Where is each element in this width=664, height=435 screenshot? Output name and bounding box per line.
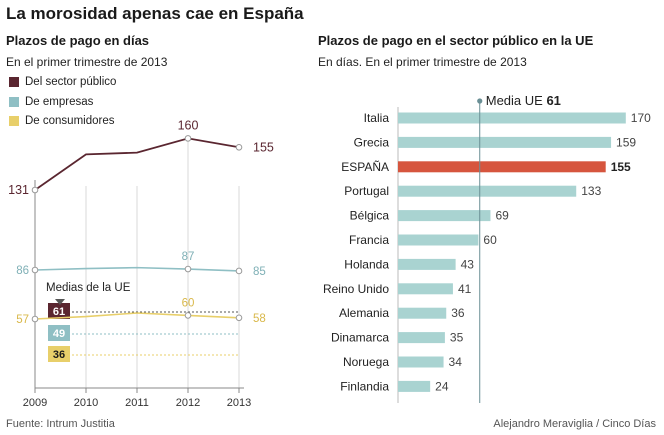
data-point <box>184 265 192 273</box>
legend-swatch-companies <box>9 97 19 107</box>
bar-value-label: 24 <box>435 379 449 393</box>
bar-category-label: Francia <box>349 233 389 247</box>
bar-value-label: 170 <box>631 111 651 125</box>
data-point <box>31 315 39 323</box>
data-label: 155 <box>253 140 274 154</box>
legend-swatch-consumers <box>9 116 19 126</box>
bar <box>398 185 577 197</box>
legend-item-companies: De empresas <box>9 96 93 108</box>
bar <box>398 136 612 148</box>
bar-category-label: Dinamarca <box>331 331 389 345</box>
bar-value-label: 69 <box>495 209 509 223</box>
bar <box>398 112 626 124</box>
bar <box>398 380 431 392</box>
x-tick-label: 2011 <box>125 397 149 409</box>
x-tick-label: 2013 <box>227 397 251 409</box>
legend-label-consumers: De consumidores <box>25 115 115 127</box>
data-label: 60 <box>182 297 195 309</box>
page-title: La morosidad apenas cae en España <box>6 4 304 23</box>
bar <box>398 356 444 368</box>
bar-value-label: 60 <box>483 233 497 247</box>
bar <box>398 161 606 173</box>
source-note: Fuente: Intrum Justitia <box>6 418 115 430</box>
bar <box>398 332 445 344</box>
bar <box>398 210 491 222</box>
bar <box>398 283 453 295</box>
credit-note: Alejandro Meraviglia / Cinco Días <box>493 418 656 430</box>
line-chart: 2009 2010 2011 2012 2013 61 49 36 Medias de la U… <box>8 118 274 409</box>
left-chart-title: Plazos de pago en días <box>6 33 150 48</box>
legend-item-public: Del sector público <box>9 76 116 88</box>
data-label: 160 <box>178 118 199 132</box>
bar-category-label: Bélgica <box>350 209 390 223</box>
bar-value-label: 155 <box>611 160 631 174</box>
bar-value-label: 34 <box>449 355 463 369</box>
bar-category-label: ESPAÑA <box>341 160 389 174</box>
legend-label-public: Del sector público <box>25 76 117 88</box>
bar-value-label: 41 <box>458 282 472 296</box>
series-line-2 <box>34 312 240 320</box>
bar-category-label: Reino Unido <box>323 282 389 296</box>
bar-value-label: 43 <box>461 257 475 271</box>
data-label: 86 <box>16 265 29 277</box>
bar <box>398 234 479 246</box>
eu-mean-box <box>48 325 70 341</box>
x-tick-label: 2009 <box>23 397 47 409</box>
bar-chart: Italia 170 Grecia 159 ESPAÑA 155 Portugal 133 Bé… <box>323 93 651 403</box>
bar <box>398 258 456 270</box>
bar-category-label: Holanda <box>344 257 389 271</box>
left-chart-subtitle: En el primer trimestre de 2013 <box>6 55 168 69</box>
bar-category-label: Italia <box>364 111 390 125</box>
data-label: 58 <box>253 313 266 325</box>
series-line-1 <box>34 266 240 272</box>
media-ue-label: Media UE 61 <box>486 93 561 108</box>
bar-value-label: 133 <box>581 184 601 198</box>
data-label: 131 <box>8 183 29 197</box>
bar-value-label: 36 <box>451 306 465 320</box>
data-point <box>184 312 192 319</box>
legend-item-consumers: De consumidores <box>9 115 114 127</box>
data-label: 57 <box>16 314 29 326</box>
media-ue-dot <box>477 98 483 104</box>
bar-value-label: 159 <box>616 135 636 149</box>
data-point <box>235 143 243 151</box>
eu-means-pointer <box>55 299 65 305</box>
bar-category-label: Alemania <box>339 306 389 320</box>
eu-means-label: Medias de la UE <box>46 282 131 294</box>
bar-category-label: Grecia <box>354 135 390 149</box>
data-label: 87 <box>182 251 195 263</box>
eu-mean-value: 49 <box>53 328 65 340</box>
media-ue-text: Media UE <box>486 93 547 108</box>
eu-mean-value: 36 <box>53 349 65 361</box>
data-point <box>235 267 243 275</box>
right-chart-title: Plazos de pago en el sector público en l… <box>318 33 594 48</box>
series-line-0 <box>34 137 240 191</box>
eu-mean-box <box>48 346 70 362</box>
data-point <box>31 186 39 194</box>
data-point <box>184 135 192 142</box>
bar-category-label: Portugal <box>344 184 389 198</box>
data-point <box>31 266 39 274</box>
bar-value-label: 35 <box>450 331 464 345</box>
bar-category-label: Finlandia <box>340 379 389 393</box>
right-chart-subtitle: En días. En el primer trimestre de 2013 <box>318 55 527 69</box>
legend-swatch-public <box>9 77 19 87</box>
eu-mean-box <box>48 303 70 319</box>
x-tick-label: 2012 <box>176 397 200 409</box>
x-tick-label: 2010 <box>74 397 98 409</box>
data-label: 85 <box>253 266 266 278</box>
media-ue-value: 61 <box>546 93 560 108</box>
legend-label-companies: De empresas <box>25 96 94 108</box>
bar-category-label: Noruega <box>343 355 389 369</box>
eu-mean-value: 61 <box>53 306 65 318</box>
data-point <box>235 314 243 322</box>
bar <box>398 307 447 319</box>
